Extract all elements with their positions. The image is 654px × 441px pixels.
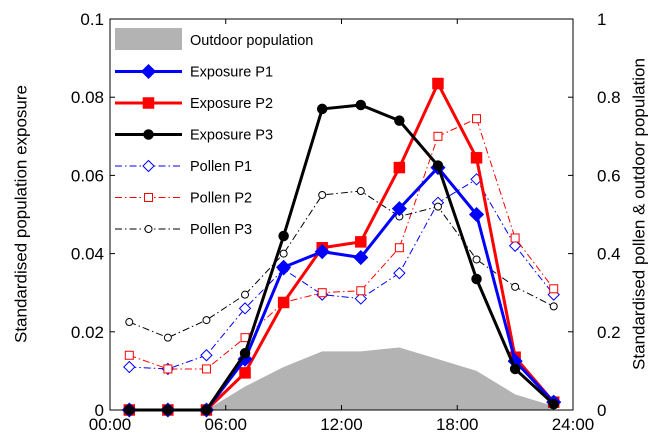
legend-label-exposure-p1: Exposure P1 [190,65,273,81]
data-point-pollen-p1 [354,292,367,305]
data-point-pollen-p2 [394,243,404,253]
series-pollen-p3 [125,187,558,342]
y-axis-left-label: Standardised population exposure [11,85,30,343]
data-point-pollen-p3 [241,290,250,299]
legend: Outdoor population Exposure P1 Exposure P2… [115,28,313,238]
legend-marker-pollen-p1 [142,159,155,173]
x-tick-label: 06:00 [204,415,247,434]
data-point-pollen-p2 [124,350,134,360]
series-pollen-p1 [123,173,560,376]
data-point-exposure-p2 [239,367,251,379]
legend-marker-exposure-p1 [140,63,157,80]
y-left-tick-label: 0.06 [71,166,104,185]
y-right-tick-label: 0 [597,401,606,420]
x-tick-label: 12:00 [320,415,363,434]
data-point-pollen-p2 [549,284,559,294]
data-point-pollen-p3 [472,255,481,264]
series-pollen-p2 [124,114,559,374]
outdoor-population-area-layer [206,347,554,410]
legend-label-outdoor-population: Outdoor population [190,33,313,49]
data-point-pollen-p1 [200,349,213,362]
area-outdoor-population [206,347,554,410]
legend-label-pollen-p1: Pollen P1 [190,159,252,175]
data-point-pollen-p2 [317,288,327,298]
data-point-pollen-p3 [511,282,520,291]
data-point-exposure-p1 [276,259,292,275]
data-point-exposure-p2 [355,236,367,248]
data-point-pollen-p3 [125,318,134,327]
y-left-tick-label: 0 [95,401,104,420]
legend-marker-pollen-p2 [144,193,153,202]
data-point-pollen-p2 [510,233,520,243]
data-point-exposure-p1 [468,206,485,223]
data-point-exposure-p3 [548,398,559,410]
data-point-pollen-p2 [201,364,211,374]
data-point-pollen-p1 [393,266,406,280]
y-right-tick-label: 0.6 [597,166,621,185]
data-point-pollen-p2 [433,131,443,141]
data-point-pollen-p2 [356,286,366,296]
x-tick-label: 00:00 [89,415,132,434]
y-axis-right-label: Standardised pollen & outdoor population [629,58,648,370]
data-point-exposure-p3 [394,115,405,126]
y-right-tick-label: 0.4 [597,245,621,264]
data-point-pollen-p2 [163,364,173,374]
legend-swatch-outdoor-population [115,28,182,50]
data-point-exposure-p1 [391,201,407,217]
legend-marker-pollen-p3 [144,225,153,233]
data-point-exposure-p3 [239,348,251,359]
x-tick-label: 18:00 [436,415,479,434]
y-left-tick-label: 0.04 [71,245,104,264]
series-layer [121,77,562,418]
y-right-tick-label: 1 [597,10,606,29]
y-left-tick-label: 0.1 [80,10,104,29]
data-point-pollen-p3 [356,187,365,196]
y-left-tick-label: 0.02 [71,323,104,342]
data-point-pollen-p3 [279,249,288,258]
data-point-exposure-p2 [470,152,483,164]
y-right-tick-label: 0.2 [597,323,621,342]
data-point-pollen-p2 [472,114,482,124]
data-point-exposure-p2 [432,77,444,90]
legend-label-pollen-p2: Pollen P2 [190,191,252,207]
data-point-pollen-p1 [123,360,136,374]
data-point-exposure-p3 [432,160,444,171]
data-point-pollen-p3 [163,333,172,342]
data-point-exposure-p1 [314,244,330,260]
plot-background [110,19,573,410]
x-tick-label: 24:00 [552,415,595,434]
legend-marker-exposure-p2 [142,97,155,109]
series-line-pollen-p2 [129,118,555,370]
series-line-pollen-p3 [129,190,554,339]
legend-marker-exposure-p3 [143,129,154,140]
legend-label-exposure-p2: Exposure P2 [190,96,273,112]
data-point-exposure-p3 [316,103,328,115]
data-point-exposure-p3 [471,273,482,285]
data-point-pollen-p1 [508,239,522,252]
y-right-tick-label: 0.8 [597,88,621,107]
data-point-pollen-p3 [202,316,211,325]
data-point-pollen-p3 [549,302,558,311]
legend-label-exposure-p3: Exposure P3 [190,128,273,144]
data-point-exposure-p3 [509,363,521,375]
data-point-exposure-p2 [277,296,290,309]
data-point-pollen-p3 [433,202,442,211]
data-point-exposure-p2 [393,161,406,174]
data-point-exposure-p1 [353,249,369,266]
data-point-exposure-p3 [355,99,367,111]
data-point-pollen-p3 [318,190,327,199]
y-left-tick-label: 0.08 [71,88,104,107]
data-point-pollen-p1 [238,302,252,315]
ticks-layer: 00:00 06:00 12:00 18:00 24:0000.020.040.060.… [71,10,621,434]
legend-label-pollen-p3: Pollen P3 [190,222,252,238]
data-point-exposure-p3 [278,230,289,242]
